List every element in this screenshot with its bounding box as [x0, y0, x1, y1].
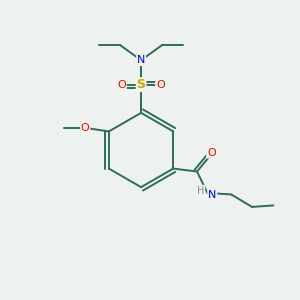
Text: N: N — [137, 55, 145, 65]
Text: O: O — [156, 80, 165, 90]
Text: H: H — [197, 186, 205, 196]
Text: O: O — [117, 80, 126, 90]
Text: S: S — [136, 78, 146, 91]
Text: O: O — [207, 148, 216, 158]
Text: N: N — [208, 190, 216, 200]
Text: O: O — [81, 123, 89, 133]
